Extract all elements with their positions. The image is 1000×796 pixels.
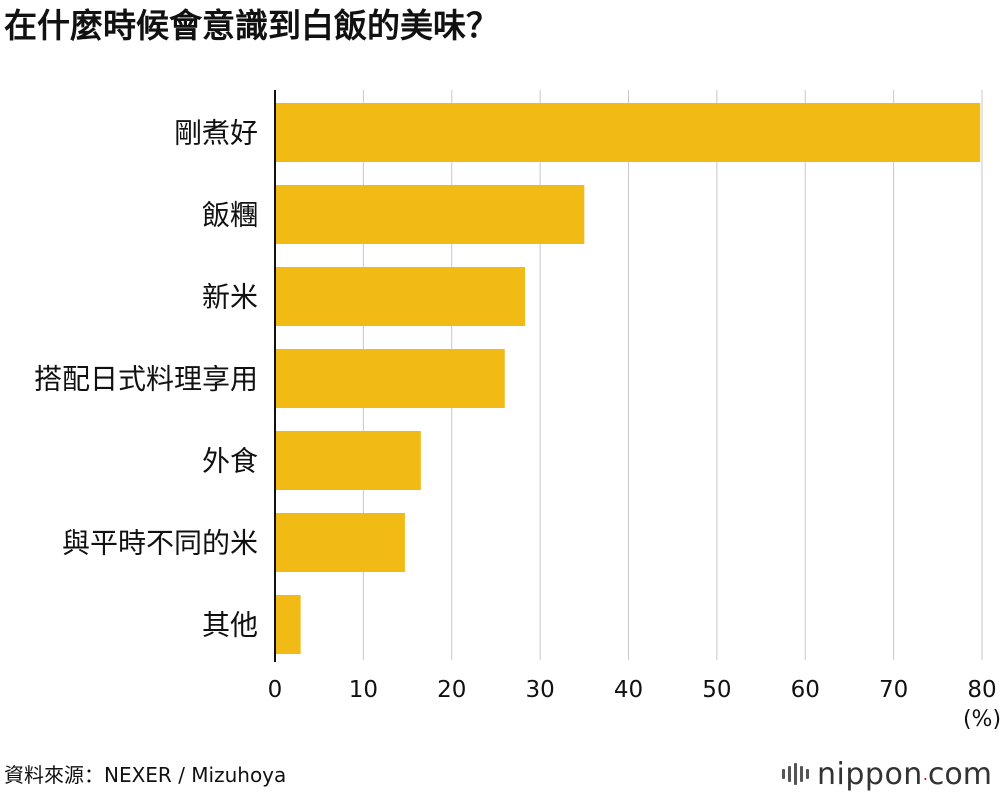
x-tick-label: 70 [879, 677, 908, 703]
brand-logo: nippon. com [782, 756, 992, 792]
nippon-logo-icon [782, 763, 810, 785]
category-label: 新米 [202, 281, 258, 314]
x-tick-label: 30 [525, 677, 554, 703]
bar [275, 431, 421, 490]
x-tick-label: 60 [791, 677, 820, 703]
x-tick-label: 0 [268, 677, 283, 703]
x-axis-unit: (%) [963, 707, 1000, 732]
bar [275, 185, 585, 244]
bar [275, 349, 505, 408]
source-note: 資料來源：NEXER / Mizuhoya [4, 763, 287, 787]
brand-name: nippon [817, 756, 923, 792]
bar [275, 595, 301, 654]
category-label: 外食 [202, 445, 258, 478]
brand-dot: . [922, 764, 928, 784]
category-label: 與平時不同的米 [62, 527, 258, 560]
category-label: 飯糰 [202, 199, 258, 232]
x-tick-label: 20 [437, 677, 466, 703]
bar [275, 513, 405, 572]
bar [275, 267, 526, 326]
chart-title: 在什麼時候會意識到白飯的美味？ [4, 6, 499, 45]
category-label: 搭配日式料理享用 [34, 363, 258, 396]
category-label: 其他 [202, 609, 258, 642]
x-tick-label: 50 [702, 677, 731, 703]
x-tick-label: 10 [349, 677, 378, 703]
category-label: 剛煮好 [174, 117, 258, 150]
bar [275, 103, 981, 162]
x-tick-label: 80 [967, 677, 996, 703]
brand-tld: com [927, 756, 992, 792]
x-tick-label: 40 [614, 677, 643, 703]
